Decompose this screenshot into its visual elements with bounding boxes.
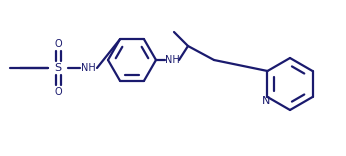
Text: S: S xyxy=(54,63,62,73)
Text: O: O xyxy=(54,39,62,49)
Text: N: N xyxy=(262,96,271,106)
Text: O: O xyxy=(54,87,62,97)
Text: NH: NH xyxy=(165,55,179,65)
Text: NH: NH xyxy=(81,63,95,73)
